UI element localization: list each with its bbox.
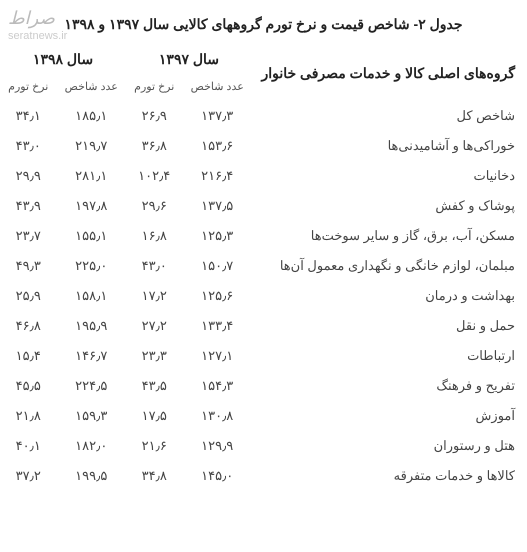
table-row: ارتباطات۱۲۷٫۱۲۳٫۳۱۴۶٫۷۱۵٫۴ xyxy=(0,341,527,371)
cell-y1_rate: ۲۷٫۲ xyxy=(126,311,182,341)
cell-y2_rate: ۱۵٫۴ xyxy=(0,341,56,371)
cell-y2_index: ۱۵۵٫۱ xyxy=(56,221,126,251)
year-1397-header: سال ۱۳۹۷ xyxy=(126,45,252,74)
year-1398-header: سال ۱۳۹۸ xyxy=(0,45,126,74)
row-label: آموزش xyxy=(252,401,527,431)
cell-y1_index: ۱۳۰٫۸ xyxy=(182,401,252,431)
cell-y1_index: ۱۵۳٫۶ xyxy=(182,131,252,161)
cell-y2_rate: ۴۳٫۰ xyxy=(0,131,56,161)
cell-y1_rate: ۲۶٫۹ xyxy=(126,101,182,131)
group-header: گروه‌های اصلی کالا و خدمات مصرفی خانوار xyxy=(252,45,527,101)
cell-y2_index: ۱۵۸٫۱ xyxy=(56,281,126,311)
table-row: شاخص کل۱۳۷٫۳۲۶٫۹۱۸۵٫۱۳۴٫۱ xyxy=(0,101,527,131)
row-label: حمل و نقل xyxy=(252,311,527,341)
cell-y2_rate: ۲۳٫۷ xyxy=(0,221,56,251)
sub-rate-1398: نرخ تورم xyxy=(0,74,56,101)
table-row: هتل و رستوران۱۲۹٫۹۲۱٫۶۱۸۲٫۰۴۰٫۱ xyxy=(0,431,527,461)
cell-y1_rate: ۴۳٫۵ xyxy=(126,371,182,401)
row-label: خوراکی‌ها و آشامیدنی‌ها xyxy=(252,131,527,161)
cell-y1_index: ۱۲۵٫۳ xyxy=(182,221,252,251)
row-label: کالاها و خدمات متفرقه xyxy=(252,461,527,491)
cell-y1_rate: ۱۶٫۸ xyxy=(126,221,182,251)
cell-y1_rate: ۲۳٫۳ xyxy=(126,341,182,371)
cell-y2_rate: ۴۶٫۸ xyxy=(0,311,56,341)
cell-y1_rate: ۳۴٫۸ xyxy=(126,461,182,491)
cell-y1_index: ۱۳۷٫۳ xyxy=(182,101,252,131)
row-label: مبلمان، لوازم خانگی و نگهداری معمول آن‌ه… xyxy=(252,251,527,281)
cell-y1_index: ۲۱۶٫۴ xyxy=(182,161,252,191)
cell-y1_rate: ۱۷٫۵ xyxy=(126,401,182,431)
table-row: آموزش۱۳۰٫۸۱۷٫۵۱۵۹٫۳۲۱٫۸ xyxy=(0,401,527,431)
watermark: صراط seratnews.ir xyxy=(8,8,67,43)
table-row: مبلمان، لوازم خانگی و نگهداری معمول آن‌ه… xyxy=(0,251,527,281)
cell-y2_rate: ۴۵٫۵ xyxy=(0,371,56,401)
table-title: جدول ۲- شاخص قیمت و نرخ تورم گروههای کال… xyxy=(0,0,527,45)
row-label: شاخص کل xyxy=(252,101,527,131)
cell-y2_index: ۱۹۹٫۵ xyxy=(56,461,126,491)
cell-y2_index: ۲۸۱٫۱ xyxy=(56,161,126,191)
cell-y1_rate: ۲۱٫۶ xyxy=(126,431,182,461)
cell-y1_rate: ۳۶٫۸ xyxy=(126,131,182,161)
inflation-table: گروه‌های اصلی کالا و خدمات مصرفی خانوار … xyxy=(0,45,527,491)
watermark-url: seratnews.ir xyxy=(8,30,67,43)
cell-y2_index: ۱۹۷٫۸ xyxy=(56,191,126,221)
row-label: مسکن، آب، برق، گاز و سایر سوخت‌ها xyxy=(252,221,527,251)
cell-y2_index: ۲۲۵٫۰ xyxy=(56,251,126,281)
row-label: پوشاک و کفش xyxy=(252,191,527,221)
cell-y2_index: ۱۹۵٫۹ xyxy=(56,311,126,341)
table-row: خوراکی‌ها و آشامیدنی‌ها۱۵۳٫۶۳۶٫۸۲۱۹٫۷۴۳٫… xyxy=(0,131,527,161)
cell-y2_rate: ۴۰٫۱ xyxy=(0,431,56,461)
row-label: هتل و رستوران xyxy=(252,431,527,461)
cell-y1_index: ۱۲۵٫۶ xyxy=(182,281,252,311)
cell-y2_index: ۲۲۴٫۵ xyxy=(56,371,126,401)
sub-index-1398: عدد شاخص xyxy=(56,74,126,101)
cell-y2_rate: ۴۹٫۳ xyxy=(0,251,56,281)
cell-y2_index: ۱۸۲٫۰ xyxy=(56,431,126,461)
sub-index-1397: عدد شاخص xyxy=(182,74,252,101)
cell-y1_index: ۱۳۳٫۴ xyxy=(182,311,252,341)
cell-y2_index: ۲۱۹٫۷ xyxy=(56,131,126,161)
row-label: ارتباطات xyxy=(252,341,527,371)
row-label: دخانیات xyxy=(252,161,527,191)
cell-y1_rate: ۴۳٫۰ xyxy=(126,251,182,281)
cell-y2_index: ۱۴۶٫۷ xyxy=(56,341,126,371)
table-row: تفریح و فرهنگ۱۵۴٫۳۴۳٫۵۲۲۴٫۵۴۵٫۵ xyxy=(0,371,527,401)
cell-y1_index: ۱۳۷٫۵ xyxy=(182,191,252,221)
cell-y2_index: ۱۸۵٫۱ xyxy=(56,101,126,131)
cell-y1_rate: ۲۹٫۶ xyxy=(126,191,182,221)
cell-y1_index: ۱۵۴٫۳ xyxy=(182,371,252,401)
cell-y1_rate: ۱۷٫۲ xyxy=(126,281,182,311)
table-row: کالاها و خدمات متفرقه۱۴۵٫۰۳۴٫۸۱۹۹٫۵۳۷٫۲ xyxy=(0,461,527,491)
row-label: تفریح و فرهنگ xyxy=(252,371,527,401)
table-row: حمل و نقل۱۳۳٫۴۲۷٫۲۱۹۵٫۹۴۶٫۸ xyxy=(0,311,527,341)
table-row: بهداشت و درمان۱۲۵٫۶۱۷٫۲۱۵۸٫۱۲۵٫۹ xyxy=(0,281,527,311)
cell-y2_rate: ۴۳٫۹ xyxy=(0,191,56,221)
cell-y1_index: ۱۵۰٫۷ xyxy=(182,251,252,281)
cell-y2_rate: ۳۴٫۱ xyxy=(0,101,56,131)
cell-y1_rate: ۱۰۲٫۴ xyxy=(126,161,182,191)
table-row: مسکن، آب، برق، گاز و سایر سوخت‌ها۱۲۵٫۳۱۶… xyxy=(0,221,527,251)
cell-y2_rate: ۳۷٫۲ xyxy=(0,461,56,491)
cell-y1_index: ۱۲۹٫۹ xyxy=(182,431,252,461)
table-row: دخانیات۲۱۶٫۴۱۰۲٫۴۲۸۱٫۱۲۹٫۹ xyxy=(0,161,527,191)
table-row: پوشاک و کفش۱۳۷٫۵۲۹٫۶۱۹۷٫۸۴۳٫۹ xyxy=(0,191,527,221)
sub-rate-1397: نرخ تورم xyxy=(126,74,182,101)
cell-y2_rate: ۲۱٫۸ xyxy=(0,401,56,431)
cell-y1_index: ۱۲۷٫۱ xyxy=(182,341,252,371)
cell-y2_rate: ۲۵٫۹ xyxy=(0,281,56,311)
cell-y2_index: ۱۵۹٫۳ xyxy=(56,401,126,431)
cell-y1_index: ۱۴۵٫۰ xyxy=(182,461,252,491)
row-label: بهداشت و درمان xyxy=(252,281,527,311)
cell-y2_rate: ۲۹٫۹ xyxy=(0,161,56,191)
watermark-arabic: صراط xyxy=(8,8,67,30)
